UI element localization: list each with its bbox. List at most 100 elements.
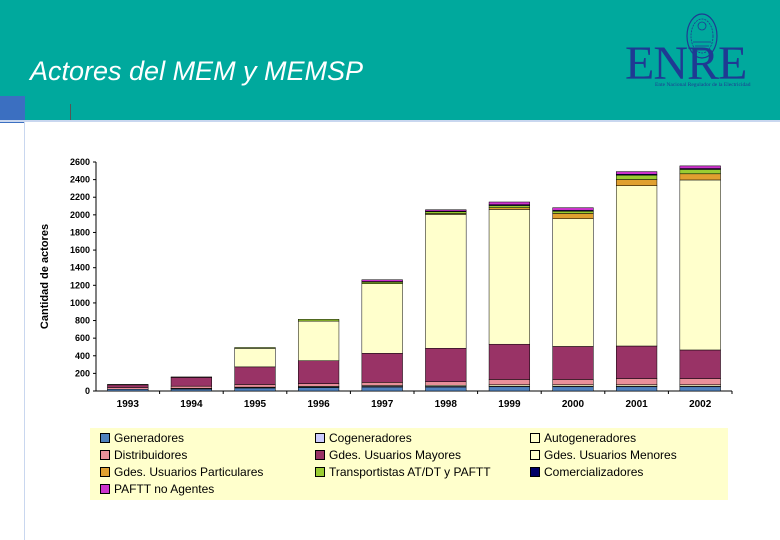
bar-segment xyxy=(361,283,403,354)
seal-icon xyxy=(686,13,718,59)
y-tick-label: 600 xyxy=(75,333,90,343)
y-tick-label: 1000 xyxy=(70,298,90,308)
legend-item: Gdes. Usuarios Particulares xyxy=(100,465,263,479)
bar-segment xyxy=(234,347,276,349)
y-axis-label: Cantidad de actores xyxy=(39,224,51,329)
bar-segment xyxy=(679,169,721,175)
y-tick-label: 1800 xyxy=(70,227,90,237)
bar-segment xyxy=(297,319,340,322)
bar-segment xyxy=(488,207,531,210)
legend-swatch xyxy=(315,450,325,460)
y-tick-label: 1400 xyxy=(70,263,90,273)
bar-segment xyxy=(488,386,531,392)
legend-item: Comercializadores xyxy=(530,465,643,479)
bar-segment xyxy=(425,348,467,383)
legend-swatch xyxy=(315,467,325,477)
y-tick-label: 2600 xyxy=(70,157,90,167)
bar-segment xyxy=(234,384,276,388)
bar-segment xyxy=(552,213,594,219)
bar-segment xyxy=(552,218,594,347)
bar-segment xyxy=(679,165,721,169)
legend-swatch xyxy=(530,450,540,460)
y-tick-label: 1600 xyxy=(70,245,90,255)
bar-segment xyxy=(488,205,531,208)
bar-segment xyxy=(615,345,658,379)
bar-segment xyxy=(425,214,467,349)
bar-segment xyxy=(679,173,721,181)
legend-swatch xyxy=(530,467,540,477)
legend-swatch xyxy=(100,450,110,460)
bar-segment xyxy=(615,185,658,347)
bar-segment xyxy=(552,207,594,211)
legend-swatch xyxy=(100,467,110,477)
bar-segment xyxy=(107,384,149,388)
legend-label: Gdes. Usuarios Particulares xyxy=(114,465,264,479)
legend-item: Gdes. Usuarios Mayores xyxy=(315,448,461,462)
bar-segment xyxy=(234,387,276,392)
bar-segment xyxy=(361,382,403,386)
bar-segment xyxy=(425,386,467,392)
bar-segment xyxy=(107,388,149,392)
left-divider xyxy=(24,122,25,540)
bar-segment xyxy=(488,343,531,380)
stacked-bar-chart: 0 200 400 600 800 1000 1200 1400 1600 1800 2000 220… xyxy=(39,157,733,410)
bar-segment xyxy=(425,211,467,214)
y-tick-label: 200 xyxy=(75,368,90,378)
y-tick-label: 2200 xyxy=(70,192,90,202)
bar-segment xyxy=(615,179,658,186)
x-tick-label: 2001 xyxy=(625,399,648,410)
y-tick-label: 0 xyxy=(85,386,90,396)
legend-item: Distribuidores xyxy=(100,448,187,462)
bar-segment xyxy=(488,201,531,205)
legend-swatch xyxy=(100,484,110,494)
legend-label: Gdes. Usuarios Mayores xyxy=(329,448,462,462)
legend-item: Cogeneradores xyxy=(315,431,412,445)
legend-label: Cogeneradores xyxy=(329,431,412,445)
x-tick-label: 2000 xyxy=(562,399,585,410)
bar-segment xyxy=(552,346,594,380)
bar-segment xyxy=(488,209,531,345)
chart-legend: Generadores Cogeneradores Autogeneradores D… xyxy=(90,428,728,500)
slide-title: Actores del MEM y MEMSP xyxy=(30,56,364,86)
bar-segment xyxy=(297,320,340,361)
legend-item: Generadores xyxy=(100,431,184,445)
slide-header xyxy=(0,0,780,120)
bar-segment xyxy=(615,386,658,392)
x-tick-label: 1998 xyxy=(435,399,458,410)
bar-segment xyxy=(234,348,276,368)
y-tick-label: 800 xyxy=(75,316,90,326)
legend-item: Gdes. Usuarios Menores xyxy=(530,448,677,462)
enre-logo: ENRE Ente Nacional Regulador de la Elect… xyxy=(625,12,775,98)
legend-label: Generadores xyxy=(114,431,185,445)
bar-segment xyxy=(552,386,594,392)
bar-segment xyxy=(615,174,658,180)
y-tick-label: 2000 xyxy=(70,210,90,220)
bar-segment xyxy=(425,381,467,386)
bar-segment xyxy=(234,366,276,385)
bar-segment xyxy=(679,179,721,351)
legend-label: PAFTT no Agentes xyxy=(114,482,215,496)
bar-segment xyxy=(297,360,340,384)
x-tick-label: 1999 xyxy=(498,399,521,410)
bar-segment xyxy=(297,383,340,387)
bar-segment xyxy=(361,386,403,392)
legend-item: Transportistas AT/DT y PAFTT xyxy=(315,465,491,479)
logo-wordmark: ENRE xyxy=(625,37,747,90)
x-tick-label: 1996 xyxy=(307,399,330,410)
legend-label: Distribuidores xyxy=(114,448,188,462)
bar-segment xyxy=(488,379,531,385)
bar-segment xyxy=(107,387,149,390)
bar-segment xyxy=(615,378,658,385)
legend-item: Autogeneradores xyxy=(530,431,636,445)
bar-segment xyxy=(552,210,594,214)
y-tick-label: 400 xyxy=(75,351,90,361)
logo-subtitle: Ente Nacional Regulador de la Electricid… xyxy=(655,82,751,88)
legend-label: Autogeneradores xyxy=(544,431,637,445)
bar-segment xyxy=(170,377,213,387)
y-tick-label: 1200 xyxy=(70,280,90,290)
bar-segment xyxy=(361,279,403,282)
bar-segment xyxy=(679,349,721,379)
accent-block xyxy=(0,96,25,123)
legend-label: Transportistas AT/DT y PAFTT xyxy=(329,465,491,479)
bar-segment xyxy=(679,378,721,385)
